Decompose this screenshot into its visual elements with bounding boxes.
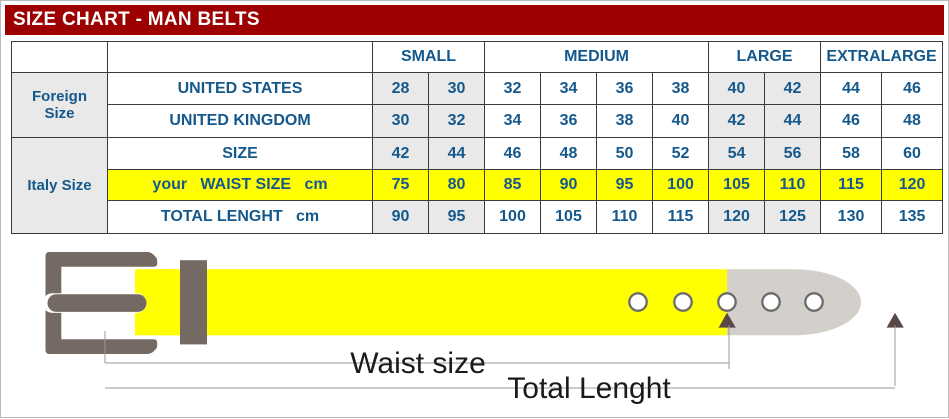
svg-text:Waist size: Waist size: [350, 347, 486, 380]
svg-text:Total Lenght: Total Lenght: [507, 372, 671, 405]
